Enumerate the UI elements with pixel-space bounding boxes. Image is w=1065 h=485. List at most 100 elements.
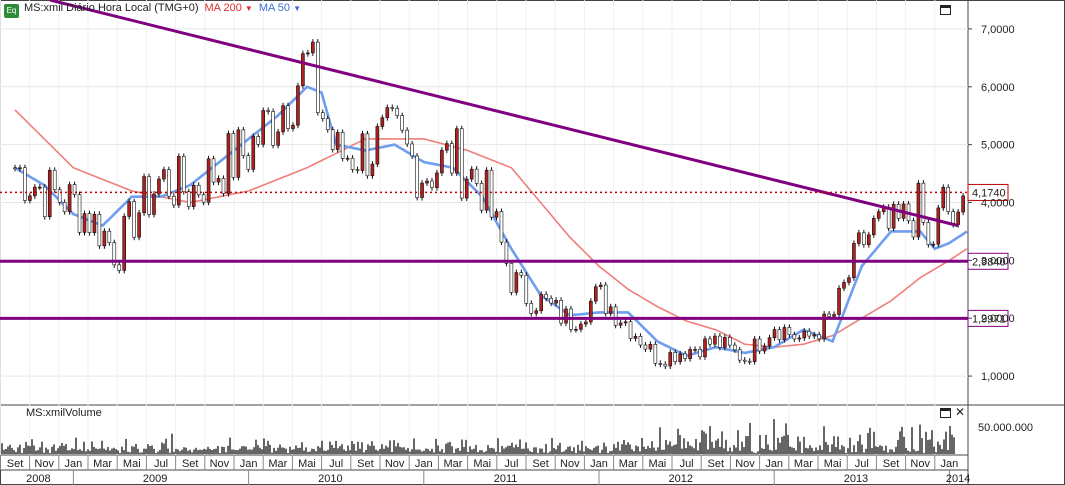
price-candle — [311, 41, 315, 54]
price-candle — [584, 321, 588, 325]
price-candle — [157, 178, 161, 195]
price-candle — [598, 284, 603, 287]
month-tick-label: Mai — [473, 458, 491, 470]
level-label: 2,9840 — [972, 256, 1006, 268]
price-candle — [574, 329, 578, 331]
price-candle — [956, 211, 960, 225]
price-candle — [306, 52, 310, 55]
price-candle — [82, 213, 87, 233]
price-candle — [425, 180, 429, 184]
price-candle — [693, 349, 697, 351]
price-candle — [320, 112, 325, 119]
price-candle — [440, 149, 444, 174]
price-candle — [817, 334, 821, 340]
price-candle — [668, 352, 673, 367]
price-candle — [256, 136, 261, 145]
month-tick-label: Set — [357, 458, 374, 470]
price-candle — [489, 169, 494, 218]
price-tick-label: 1,0000 — [981, 371, 1015, 383]
month-tick-label: Nov — [210, 458, 230, 470]
price-candle — [162, 169, 166, 180]
price-candle — [345, 157, 350, 160]
price-candle — [23, 167, 27, 201]
price-candle — [147, 176, 151, 215]
price-candle — [246, 155, 251, 170]
month-tick-label: Mar — [619, 458, 638, 470]
price-candle — [648, 344, 653, 350]
price-candle — [77, 194, 82, 233]
price-candle — [862, 232, 866, 245]
month-tick-label: Jul — [680, 458, 694, 470]
price-candle — [718, 335, 722, 348]
price-candle — [127, 201, 131, 217]
price-candle — [474, 168, 479, 184]
price-candle — [747, 360, 752, 363]
price-candle — [390, 107, 395, 109]
price-candle — [499, 211, 504, 243]
price-candle — [18, 167, 22, 170]
price-candle — [38, 186, 42, 189]
price-candle — [172, 195, 176, 206]
price-candle — [767, 337, 772, 347]
level-label: 1,9971 — [972, 313, 1006, 325]
ma50-legend[interactable]: MA 50 ▼ — [259, 2, 301, 14]
price-candle — [544, 294, 548, 299]
price-candle — [271, 111, 275, 146]
price-candle — [946, 186, 951, 212]
month-tick-label: Jan — [415, 458, 433, 470]
price-candle — [613, 306, 618, 326]
price-candle — [921, 182, 926, 223]
trendline-layer — [49, 0, 959, 228]
price-candle — [316, 41, 320, 113]
year-tick-label: 2008 — [26, 473, 50, 485]
axes: 7,0000 6,0000 5,0000 4,0000 3,0000 2,0000 1,00… — [0, 24, 1033, 485]
price-candle — [464, 178, 469, 199]
price-candle — [802, 330, 807, 339]
month-tick-label: Mar — [444, 458, 463, 470]
price-candle — [608, 306, 613, 314]
price-candle — [261, 110, 266, 145]
price-candle — [177, 156, 181, 206]
month-tick-label: Nov — [385, 458, 405, 470]
price-candle — [603, 284, 608, 314]
price-tick-label: 2,0000 — [981, 313, 1015, 325]
price-candle — [847, 277, 851, 283]
price-candle — [102, 230, 107, 247]
price-candle — [782, 327, 787, 340]
price-candle — [519, 272, 524, 276]
price-candle — [961, 195, 965, 213]
price-candle — [281, 105, 285, 133]
price-candle — [459, 128, 464, 199]
symbol-label[interactable]: MS:xmil Diário Hora Local (TMG+0) — [24, 2, 199, 14]
price-candle — [191, 184, 196, 207]
trendline — [49, 0, 959, 228]
ma200-legend[interactable]: MA 200 ▼ — [205, 2, 253, 14]
price-candle — [792, 334, 797, 340]
price-candle — [589, 300, 593, 323]
close-icon[interactable]: ✕ — [955, 405, 966, 419]
month-tick-label: Set — [708, 458, 725, 470]
price-candle — [842, 282, 846, 289]
price-candle — [152, 193, 156, 215]
maximize-icon[interactable] — [940, 5, 951, 15]
price-candle — [628, 321, 633, 339]
price-candle — [772, 329, 777, 339]
maximize-volume-icon[interactable] — [940, 408, 951, 418]
price-candle — [276, 131, 280, 146]
price-candle — [186, 191, 191, 207]
ma50-label: MA 50 — [258, 2, 290, 14]
price-tick-label: 3,0000 — [981, 255, 1015, 267]
price-candle — [375, 126, 380, 165]
month-tick-label: Mar — [794, 458, 813, 470]
price-candle — [420, 182, 424, 198]
price-candle — [807, 330, 812, 337]
price-candle — [529, 303, 534, 314]
month-tick-label: Jul — [504, 458, 518, 470]
year-tick-label: 2013 — [844, 473, 868, 485]
price-candle — [400, 115, 404, 131]
price-candle — [122, 216, 127, 271]
price-candle — [757, 338, 762, 352]
